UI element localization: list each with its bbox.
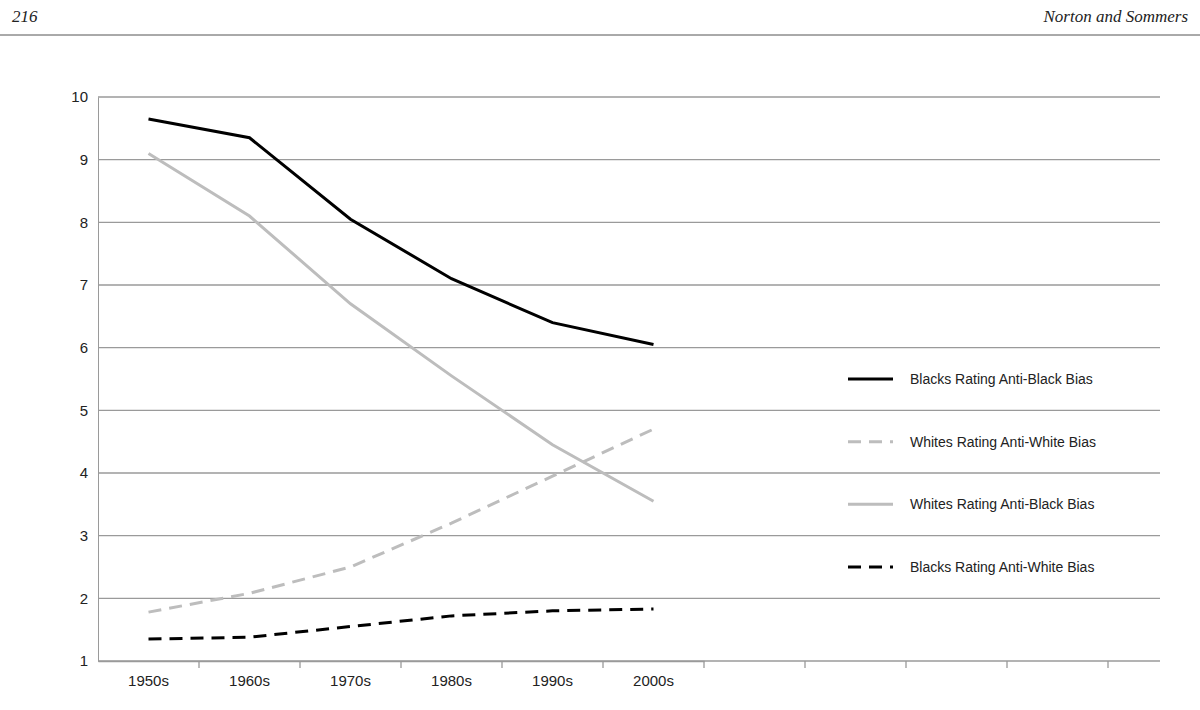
grid-line [98,410,1160,411]
x-tick: 2000s [633,661,674,689]
category-separator [299,661,300,668]
x-tick-label: 1950s [128,672,169,689]
grid [98,97,1160,661]
chart: 216 Norton and Sommers 1 2 3 4 5 6 7 8 9 10 1950s 196… [0,0,1200,710]
series-line [149,609,654,639]
y-tick: 7 [80,276,98,293]
y-tick: 5 [80,402,98,419]
grid-line [98,660,1160,661]
legend-label: Blacks Rating Anti-White Bias [910,559,1094,575]
legend: Blacks Rating Anti-Black Bias Whites Rati… [848,371,1096,575]
legend-swatch [848,440,893,443]
category-separator [400,661,401,668]
legend-swatch [848,566,893,569]
category-separator [804,661,805,668]
y-tick: 3 [80,527,98,544]
legend-swatch [848,378,893,381]
y-tick-label: 9 [80,151,88,168]
category-separator [1006,661,1007,668]
y-tick-label: 8 [80,214,88,231]
x-tick-label: 1960s [229,672,270,689]
y-tick: 4 [80,464,98,481]
y-tick: 10 [71,88,98,105]
y-tick-label: 1 [80,652,88,669]
category-separator [1107,661,1108,668]
y-tick-label: 4 [80,464,88,481]
category-separator [703,661,704,668]
x-tick-label: 1990s [532,672,573,689]
legend-label: Whites Rating Anti-White Bias [910,434,1096,450]
y-tick-label: 10 [71,88,88,105]
y-tick: 1 [80,652,98,669]
grid-line [98,535,1160,536]
y-tick-label: 2 [80,590,88,607]
x-tick: 1950s [128,661,169,689]
lines [149,119,654,639]
series-line [149,153,654,501]
y-tick: 9 [80,151,98,168]
running-head: Norton and Sommers [1042,7,1188,26]
x-tick-label: 1980s [431,672,472,689]
x-tick-label: 2000s [633,672,674,689]
grid-line [98,347,1160,348]
category-separator [198,661,199,668]
x-axis: 1950s 1960s 1970s 1980s 1990s 2000s [99,661,705,689]
category-separator [602,661,603,668]
y-tick-label: 6 [80,339,88,356]
page-number: 216 [12,7,38,26]
grid-line [98,159,1160,160]
x-tick: 1990s [532,661,573,689]
y-tick-label: 5 [80,402,88,419]
legend-label: Blacks Rating Anti-Black Bias [910,371,1093,387]
category-separator [501,661,502,668]
legend-swatch [848,503,893,506]
y-axis: 1 2 3 4 5 6 7 8 9 10 [71,88,98,669]
x-tick: 1960s [229,661,270,689]
header-rule [0,35,1200,36]
x-tick: 1970s [330,661,371,689]
y-tick: 8 [80,214,98,231]
y-axis-line [98,98,99,662]
y-tick-label: 7 [80,276,88,293]
x-tick: 1980s [431,661,472,689]
series-line [149,119,654,345]
grid-line [98,96,1160,97]
category-separators [199,661,1108,668]
legend-label: Whites Rating Anti-Black Bias [910,496,1094,512]
y-tick-label: 3 [80,527,88,544]
series-line [149,429,654,612]
category-separator [905,661,906,668]
y-tick: 2 [80,590,98,607]
y-tick: 6 [80,339,98,356]
grid-line [98,598,1160,599]
grid-line [98,472,1160,473]
x-tick-label: 1970s [330,672,371,689]
grid-line [98,284,1160,285]
